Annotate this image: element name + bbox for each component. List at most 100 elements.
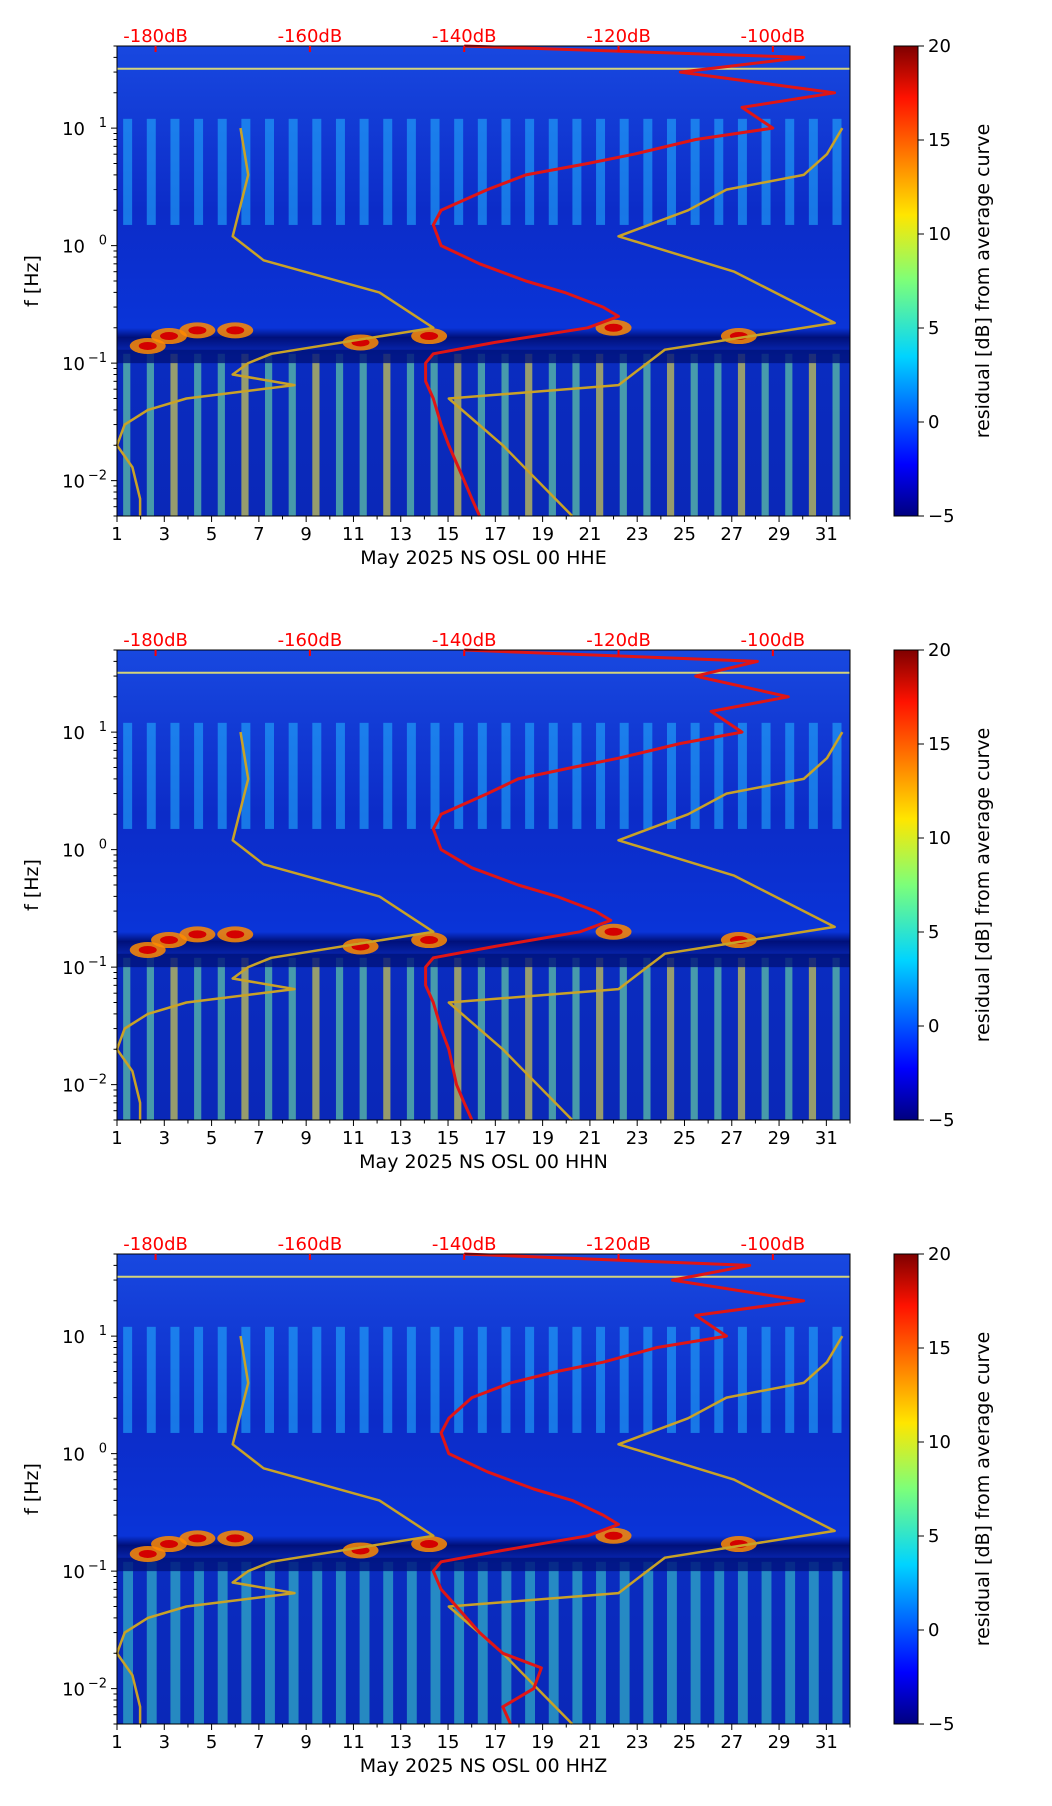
low-frequency-band bbox=[359, 957, 367, 1120]
x-tick-label: 9 bbox=[300, 524, 311, 545]
day-noise-band bbox=[359, 722, 369, 829]
y-axis-label: f [Hz] bbox=[21, 1463, 43, 1515]
x-tick-label: 11 bbox=[342, 1128, 365, 1149]
db-tick-label: -160dB bbox=[278, 630, 343, 651]
day-noise-band bbox=[808, 118, 818, 225]
low-frequency-band bbox=[146, 1561, 157, 1724]
day-noise-band bbox=[359, 1326, 369, 1433]
day-noise-band bbox=[170, 722, 180, 829]
storm-event-core bbox=[188, 326, 207, 335]
low-frequency-band bbox=[194, 353, 202, 516]
day-noise-band bbox=[643, 722, 653, 829]
low-frequency-band bbox=[761, 957, 769, 1120]
low-frequency-band bbox=[596, 353, 604, 516]
low-frequency-band bbox=[525, 957, 533, 1120]
x-tick-label: 3 bbox=[159, 524, 170, 545]
low-frequency-band bbox=[737, 353, 746, 516]
low-frequency-band bbox=[808, 957, 817, 1120]
storm-event-core bbox=[604, 927, 623, 936]
y-tick-base: 10 bbox=[62, 237, 85, 258]
day-noise-band bbox=[666, 722, 676, 829]
db-tick-label: -180dB bbox=[123, 630, 188, 651]
x-tick-label: 31 bbox=[815, 1128, 838, 1149]
day-noise-band bbox=[194, 722, 204, 829]
storm-event-core bbox=[138, 945, 157, 954]
x-tick-label: 21 bbox=[578, 1732, 601, 1753]
x-tick-label: 7 bbox=[253, 1732, 264, 1753]
db-scale: -180dB -160dB -140dB -120dB -100dB bbox=[123, 630, 805, 656]
y-tick-base: 10 bbox=[62, 1680, 85, 1701]
day-noise-band bbox=[501, 118, 511, 225]
storm-event-core bbox=[604, 1531, 623, 1540]
low-frequency-band bbox=[785, 1561, 796, 1724]
x-tick-label: 13 bbox=[389, 524, 412, 545]
x-tick-label: 27 bbox=[720, 1732, 743, 1753]
day-noise-band bbox=[714, 118, 724, 225]
low-frequency-band bbox=[123, 957, 131, 1120]
day-noise-band bbox=[501, 722, 511, 829]
y-tick-exponent: −2 bbox=[88, 469, 107, 484]
day-noise-band bbox=[832, 1326, 842, 1433]
low-frequency-band bbox=[619, 1561, 630, 1724]
low-frequency-band bbox=[265, 1561, 275, 1724]
day-noise-band bbox=[383, 722, 393, 829]
y-tick-exponent: −1 bbox=[88, 955, 107, 970]
y-tick-label: 10 bbox=[62, 1327, 85, 1348]
high-noise-model-curve bbox=[447, 1335, 844, 1725]
x-tick-label: 19 bbox=[531, 1732, 554, 1753]
storm-event-core bbox=[160, 332, 179, 341]
day-noise-band bbox=[146, 722, 156, 829]
day-noise-band bbox=[666, 118, 676, 225]
db-scale: -180dB -160dB -140dB -120dB -100dB bbox=[123, 1234, 805, 1260]
day-noise-band bbox=[430, 722, 440, 829]
x-tick-label: 11 bbox=[342, 524, 365, 545]
low-frequency-band bbox=[335, 957, 344, 1120]
low-frequency-band bbox=[643, 957, 651, 1120]
x-tick-label: 1 bbox=[111, 1732, 122, 1753]
low-frequency-band bbox=[572, 1561, 583, 1724]
low-frequency-band bbox=[761, 1561, 772, 1724]
low-frequency-band bbox=[146, 353, 154, 516]
microseism-gap bbox=[117, 953, 850, 968]
low-frequency-band bbox=[714, 1561, 725, 1724]
y-tick-base: 10 bbox=[62, 958, 85, 979]
x-tick-label: 5 bbox=[206, 1732, 217, 1753]
colorbar-tick-label: 0 bbox=[928, 412, 939, 433]
x-tick-label: 23 bbox=[626, 524, 649, 545]
y-axis-label: f [Hz] bbox=[21, 859, 43, 911]
day-noise-band bbox=[217, 1326, 227, 1433]
low-frequency-band bbox=[572, 957, 580, 1120]
y-tick-base: 10 bbox=[62, 1445, 85, 1466]
colorbar-gradient bbox=[893, 45, 919, 517]
day-noise-band bbox=[335, 1326, 345, 1433]
day-noise-band bbox=[312, 722, 322, 829]
average-psd-curve bbox=[424, 44, 837, 517]
low-frequency-band bbox=[548, 353, 556, 516]
low-frequency-band bbox=[619, 353, 627, 516]
low-frequency-band bbox=[808, 1561, 819, 1724]
y-tick-base: 10 bbox=[62, 1076, 85, 1097]
low-frequency-band bbox=[217, 1561, 228, 1724]
microseism-gap bbox=[117, 349, 850, 364]
colorbar-tick-label: −5 bbox=[928, 1714, 955, 1735]
day-noise-band bbox=[808, 1326, 818, 1433]
low-frequency-band bbox=[241, 957, 249, 1120]
db-tick-label: -140dB bbox=[432, 630, 497, 651]
x-tick-label: 19 bbox=[531, 524, 554, 545]
y-tick-label: 10 bbox=[62, 1076, 85, 1097]
x-tick-label: 25 bbox=[673, 1128, 696, 1149]
y-tick-base: 10 bbox=[62, 354, 85, 375]
low-noise-model-curve bbox=[115, 1335, 435, 1724]
low-frequency-band bbox=[548, 1561, 559, 1724]
low-frequency-band bbox=[737, 1561, 748, 1724]
db-tick-label: -140dB bbox=[432, 1234, 497, 1255]
colorbar-tick-label: −5 bbox=[928, 1110, 955, 1131]
low-frequency-band bbox=[359, 353, 367, 516]
low-frequency-band bbox=[666, 957, 675, 1120]
low-frequency-band bbox=[335, 353, 344, 516]
db-tick-label: -100dB bbox=[741, 1234, 806, 1255]
low-frequency-band bbox=[170, 1561, 181, 1724]
